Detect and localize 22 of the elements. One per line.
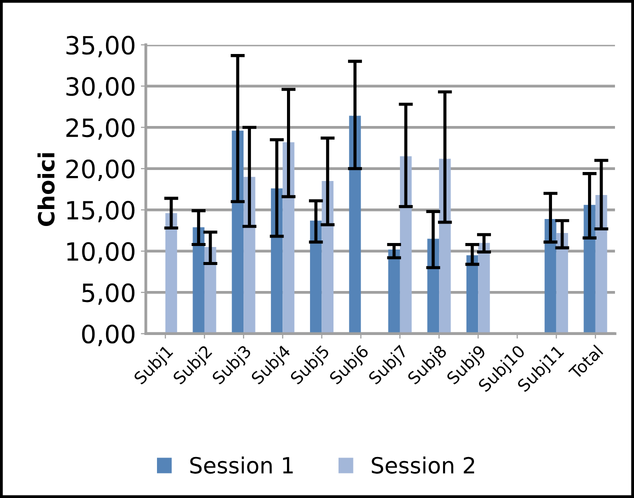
bar [466,255,478,334]
bar [192,227,204,334]
bar [556,232,568,334]
bar [388,249,400,334]
bar [584,204,596,334]
legend-label: Session 1 [190,456,293,474]
y-tick-label: 25,00 [66,118,134,140]
y-tick-label: 30,00 [66,77,134,98]
bar [544,218,556,334]
bar [310,220,322,334]
y-tick-label: 10,00 [67,242,134,264]
legend-label: Session 2 [372,456,474,474]
y-tick-label: 35,00 [66,36,134,58]
bar [349,116,361,334]
bar [478,242,490,334]
y-tick-label: 20,00 [66,160,134,182]
y-axis-title: Choici [37,153,55,226]
y-tick-label: 15,00 [67,200,134,222]
y-tick-label: 5,00 [82,283,134,305]
y-tick-label: 0,00 [82,324,134,346]
bar [165,213,178,334]
bar [282,142,294,334]
